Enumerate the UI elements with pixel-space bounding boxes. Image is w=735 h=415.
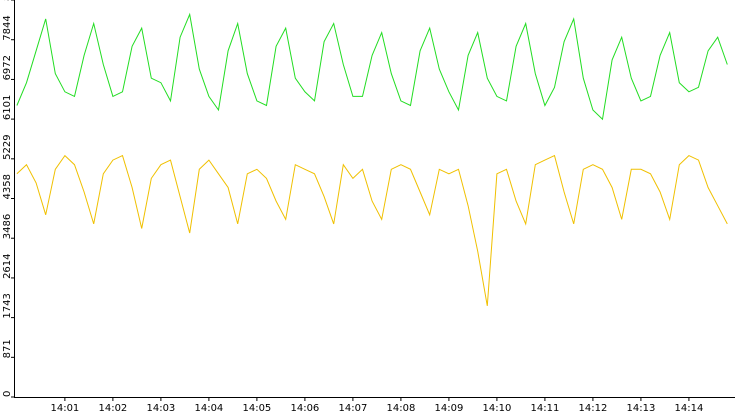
x-tick-label: 14:12	[578, 403, 607, 414]
y-tick-label: 8716	[2, 0, 13, 1]
y-tick-label: 2614	[2, 253, 13, 278]
x-tick-label: 14:01	[50, 403, 79, 414]
x-tick-label: 14:05	[242, 403, 271, 414]
y-tick-label: 0	[2, 391, 13, 397]
x-tick-label: 14:03	[146, 403, 175, 414]
y-tick-label: 6972	[2, 55, 13, 80]
x-tick-label: 14:06	[290, 403, 319, 414]
x-tick-label: 14:13	[627, 403, 656, 414]
x-tick-label: 14:10	[482, 403, 511, 414]
y-tick-label: 4358	[2, 174, 13, 199]
y-tick-label: 871	[2, 339, 13, 358]
y-tick-label: 5229	[2, 134, 13, 159]
y-tick-label: 6101	[2, 95, 13, 120]
x-tick-label: 14:07	[338, 403, 367, 414]
x-tick-label: 14:08	[386, 403, 415, 414]
x-tick-label: 14:09	[434, 403, 463, 414]
series-line	[16, 12, 728, 121]
y-tick-label: 7844	[2, 15, 13, 40]
x-tick-label: 14:14	[675, 403, 704, 414]
x-tick-label: 14:11	[530, 403, 559, 414]
x-tick-label: 14:02	[98, 403, 127, 414]
y-tick-label: 1743	[2, 293, 13, 318]
y-tick-label: 3486	[2, 214, 13, 239]
x-tick-label: 14:04	[194, 403, 223, 414]
series-line	[16, 154, 728, 306]
